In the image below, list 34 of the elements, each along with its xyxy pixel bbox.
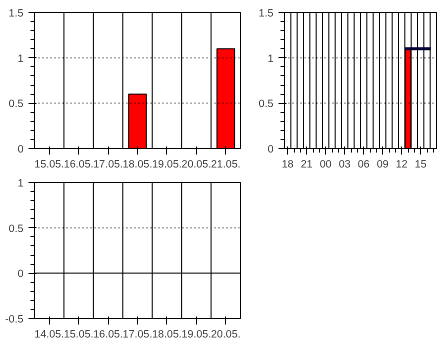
- x-tick-label: 20.05.: [182, 158, 212, 170]
- x-tick-label: 00: [320, 158, 332, 170]
- y-tick-label: 0.5: [8, 222, 24, 235]
- y-tick-label: 0.5: [258, 98, 274, 110]
- y-tick-label: 1.5: [258, 8, 274, 20]
- x-tick-label: 21: [300, 158, 313, 170]
- x-tick-label: 15: [414, 158, 427, 170]
- y-tick-label: 1: [18, 52, 24, 65]
- x-tick-label: 19.05.: [182, 328, 212, 340]
- x-tick-label: 16.05.: [93, 328, 123, 340]
- x-tick-label: 20.05.: [210, 328, 241, 340]
- x-tick-label: 17.05.: [93, 158, 123, 170]
- x-tick-label: 03: [338, 158, 351, 170]
- x-tick-label: 19.05.: [152, 158, 182, 170]
- x-tick-label: 12: [396, 158, 408, 170]
- y-tick-label: 0: [18, 144, 24, 156]
- y-tick-label: 1: [18, 178, 24, 190]
- x-tick-label: 14.05.: [34, 328, 64, 340]
- y-tick-label: -0.5: [5, 314, 24, 326]
- y-tick-label: 0: [268, 144, 274, 156]
- x-tick-label: 16.05.: [64, 158, 94, 170]
- x-tick-label: 09: [376, 158, 389, 170]
- x-tick-label: 18: [282, 158, 294, 170]
- x-tick-label: 06: [358, 158, 370, 170]
- y-tick-label: 0.5: [8, 98, 24, 110]
- x-tick-label: 17.05.: [122, 328, 152, 340]
- y-tick-label: 1.5: [8, 8, 24, 20]
- y-tick-label: 1: [268, 52, 274, 65]
- y-tick-label: 0: [18, 268, 24, 280]
- x-tick-label: 21.05.: [210, 158, 241, 170]
- x-tick-label: 15.05.: [64, 328, 94, 340]
- x-tick-label: 18.05.: [152, 328, 182, 340]
- x-tick-label: 18.05.: [122, 158, 152, 170]
- x-tick-label: 15.05.: [34, 158, 64, 170]
